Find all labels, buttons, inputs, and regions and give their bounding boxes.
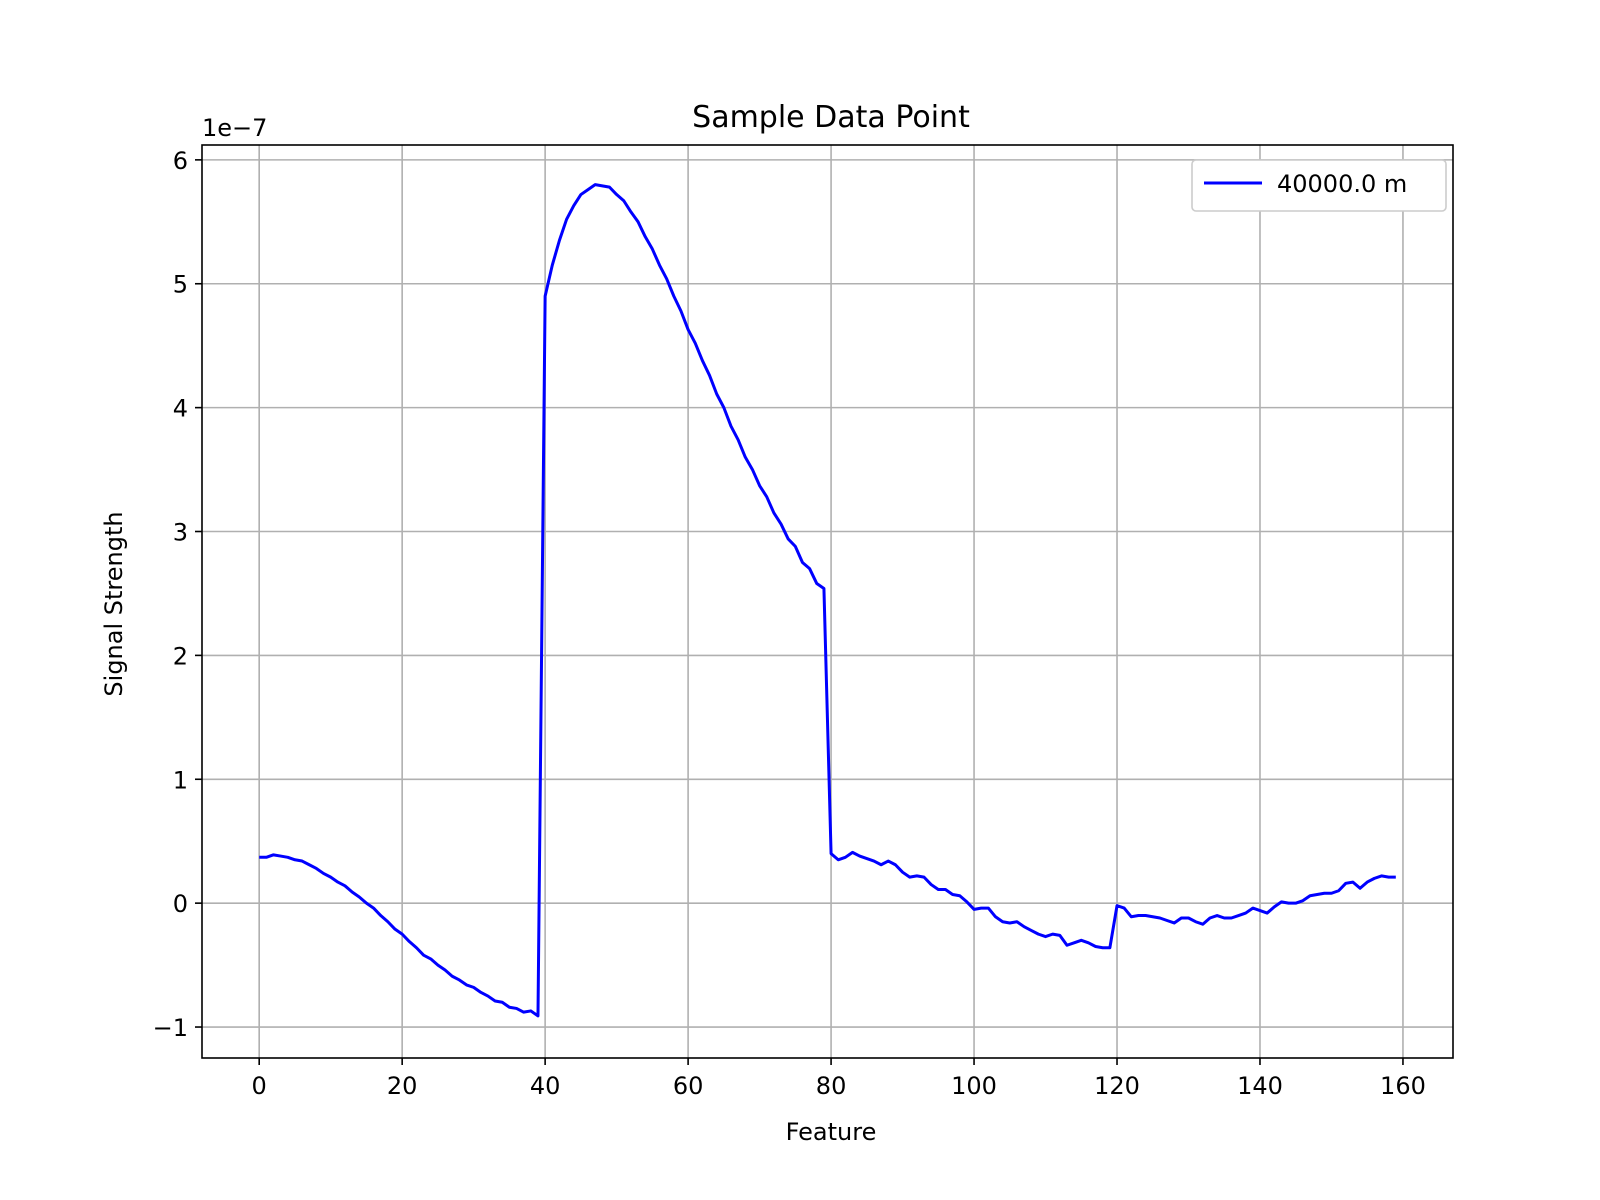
series-layer — [259, 183, 1396, 1018]
y-tick-label: 2 — [173, 642, 188, 670]
x-tick-label: 40 — [530, 1072, 561, 1100]
legend-box — [1191, 159, 1447, 212]
series-line — [259, 183, 1396, 1018]
y-scale-offset-label: 1e−7 — [202, 114, 267, 142]
x-tick-label: 140 — [1237, 1072, 1283, 1100]
x-tick-label: 60 — [673, 1072, 704, 1100]
chart-title: Sample Data Point — [692, 100, 970, 135]
x-tick-label: 20 — [387, 1072, 418, 1100]
x-tick-label: 80 — [816, 1072, 847, 1100]
y-axis-label: Signal Strength — [100, 511, 128, 696]
y-tick-label: −1 — [153, 1014, 188, 1042]
legend: 40000.0 m — [1191, 159, 1447, 212]
plot-frame — [201, 144, 1454, 1059]
y-tick-label: 6 — [173, 147, 188, 175]
x-tick-label: 0 — [252, 1072, 267, 1100]
y-tick-label: 4 — [173, 395, 188, 423]
y-tick-label: 1 — [173, 766, 188, 794]
x-axis-label: Feature — [786, 1118, 877, 1146]
y-tick-label: 0 — [173, 890, 188, 918]
x-tick-label: 120 — [1094, 1072, 1140, 1100]
y-tick-label: 5 — [173, 271, 188, 299]
legend-label: 40000.0 m — [1277, 170, 1407, 198]
axis-ticks: 0 20 40 60 80 100 120 140 160 −1 0 1 2 3 4 5 6 — [153, 147, 1426, 1100]
x-tick-label: 100 — [951, 1072, 997, 1100]
x-tick-label: 160 — [1380, 1072, 1426, 1100]
y-tick-label: 3 — [173, 519, 188, 547]
